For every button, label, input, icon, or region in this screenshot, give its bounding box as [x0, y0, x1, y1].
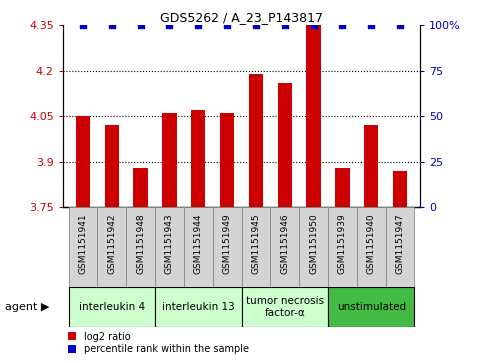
Point: [108, 23, 115, 28]
Bar: [335, 168, 350, 207]
Bar: [385, 207, 414, 287]
Text: GSM1151949: GSM1151949: [223, 213, 231, 274]
Text: interleukin 13: interleukin 13: [162, 302, 235, 312]
Bar: [133, 168, 148, 207]
Bar: [249, 74, 263, 207]
Point: [281, 23, 289, 28]
Text: GSM1151945: GSM1151945: [252, 213, 260, 274]
Legend: log2 ratio, percentile rank within the sample: log2 ratio, percentile rank within the s…: [68, 331, 249, 355]
Bar: [357, 207, 385, 287]
Bar: [76, 116, 90, 207]
Text: GSM1151939: GSM1151939: [338, 213, 347, 274]
Point: [310, 23, 317, 28]
Point: [368, 23, 375, 28]
Bar: [184, 207, 213, 287]
Bar: [155, 207, 184, 287]
Bar: [126, 207, 155, 287]
Text: GSM1151943: GSM1151943: [165, 213, 174, 274]
Point: [252, 23, 260, 28]
Bar: [393, 171, 407, 207]
Point: [137, 23, 144, 28]
Bar: [364, 125, 378, 207]
Title: GDS5262 / A_23_P143817: GDS5262 / A_23_P143817: [160, 11, 323, 24]
Text: GSM1151941: GSM1151941: [78, 213, 87, 274]
Point: [396, 23, 404, 28]
Bar: [220, 113, 234, 207]
Bar: [242, 207, 270, 287]
Bar: [213, 207, 242, 287]
Bar: [155, 287, 242, 327]
Text: unstimulated: unstimulated: [337, 302, 406, 312]
Bar: [278, 83, 292, 207]
Text: GSM1151948: GSM1151948: [136, 213, 145, 274]
Bar: [191, 110, 205, 207]
Point: [339, 23, 346, 28]
Bar: [299, 207, 328, 287]
Bar: [306, 25, 321, 207]
Text: GSM1151947: GSM1151947: [396, 213, 405, 274]
Point: [223, 23, 231, 28]
Text: agent ▶: agent ▶: [5, 302, 49, 312]
Point: [194, 23, 202, 28]
Point: [166, 23, 173, 28]
Point: [79, 23, 87, 28]
Text: GSM1151944: GSM1151944: [194, 213, 203, 274]
Bar: [105, 125, 119, 207]
Bar: [242, 287, 328, 327]
Text: tumor necrosis
factor-α: tumor necrosis factor-α: [246, 296, 324, 318]
Text: GSM1151942: GSM1151942: [107, 213, 116, 274]
Text: GSM1151946: GSM1151946: [280, 213, 289, 274]
Text: interleukin 4: interleukin 4: [79, 302, 145, 312]
Text: GSM1151950: GSM1151950: [309, 213, 318, 274]
Bar: [162, 113, 177, 207]
Bar: [98, 207, 126, 287]
Bar: [270, 207, 299, 287]
Bar: [328, 207, 357, 287]
Text: GSM1151940: GSM1151940: [367, 213, 376, 274]
Bar: [328, 287, 414, 327]
Bar: [69, 207, 98, 287]
Bar: [69, 287, 155, 327]
